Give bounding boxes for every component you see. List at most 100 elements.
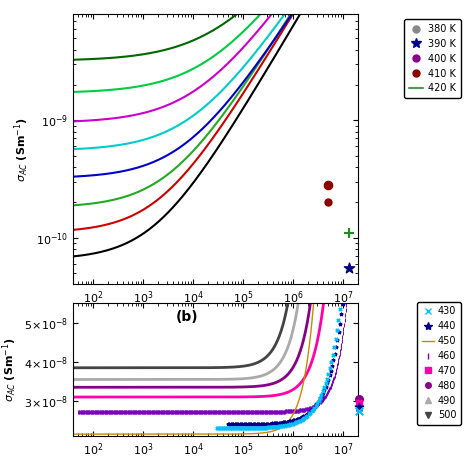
Point: [306, 408, 314, 416]
Point: [240, 420, 247, 428]
Point: [275, 419, 283, 427]
Point: [324, 199, 332, 206]
Point: [296, 414, 303, 422]
Point: [249, 420, 256, 428]
Point: [219, 424, 227, 432]
Legend: 380 K, 390 K, 400 K, 410 K, 420 K: 380 K, 390 K, 400 K, 410 K, 420 K: [404, 19, 461, 98]
Point: [323, 375, 331, 383]
Point: [353, 96, 361, 103]
Point: [305, 409, 312, 417]
Point: [227, 420, 235, 428]
Point: [296, 417, 304, 424]
Point: [246, 424, 253, 432]
Point: [268, 419, 276, 427]
Point: [258, 420, 265, 428]
Point: [233, 420, 241, 428]
X-axis label: Frequency (Hz): Frequency (Hz): [162, 311, 269, 324]
Point: [328, 358, 335, 365]
Point: [301, 412, 309, 419]
Point: [325, 370, 332, 377]
Point: [299, 415, 307, 423]
Point: [355, 399, 363, 407]
Point: [343, 229, 351, 237]
Point: [250, 420, 258, 428]
Point: [244, 424, 252, 432]
Point: [252, 420, 259, 428]
Point: [355, 407, 363, 414]
Point: [319, 387, 327, 395]
Point: [289, 417, 297, 424]
Point: [350, 107, 358, 114]
Point: [270, 419, 277, 427]
Point: [288, 417, 296, 425]
Point: [263, 424, 270, 431]
Point: [327, 367, 335, 374]
Point: [340, 264, 348, 272]
Point: [237, 424, 245, 432]
Y-axis label: $\sigma_{AC}$ (Sm$^{-1}$): $\sigma_{AC}$ (Sm$^{-1}$): [12, 117, 31, 182]
Point: [341, 276, 349, 284]
Point: [234, 424, 242, 432]
Point: [355, 395, 363, 403]
Point: [302, 413, 310, 420]
Point: [335, 328, 342, 336]
Point: [320, 386, 328, 394]
Point: [355, 403, 363, 410]
Point: [287, 420, 294, 428]
Point: [268, 423, 276, 431]
Point: [297, 414, 305, 421]
Point: [237, 420, 245, 428]
Point: [310, 404, 318, 411]
Point: [276, 419, 284, 427]
Point: [243, 424, 250, 432]
Point: [322, 380, 329, 387]
Point: [213, 424, 221, 432]
Point: [334, 337, 341, 344]
Point: [319, 389, 327, 397]
Point: [238, 424, 246, 432]
Point: [250, 424, 257, 432]
Point: [279, 419, 286, 426]
Point: [253, 424, 260, 432]
Point: [293, 415, 301, 423]
Point: [284, 418, 292, 425]
Point: [298, 416, 305, 423]
Point: [309, 406, 317, 413]
Point: [267, 419, 275, 427]
Point: [345, 264, 352, 272]
Point: [247, 424, 255, 432]
Point: [267, 423, 274, 431]
Point: [332, 335, 339, 343]
Point: [244, 420, 251, 428]
Point: [346, 213, 354, 221]
Point: [335, 316, 342, 324]
Point: [231, 420, 238, 428]
Point: [293, 418, 301, 426]
Point: [317, 394, 324, 402]
Point: [292, 416, 300, 423]
Point: [230, 424, 237, 432]
Point: [263, 420, 271, 428]
Point: [280, 422, 287, 429]
Point: [287, 417, 294, 425]
Point: [322, 383, 329, 391]
Point: [343, 263, 350, 270]
Point: [349, 137, 356, 144]
Point: [329, 351, 337, 359]
Point: [224, 420, 232, 428]
Point: [336, 305, 344, 312]
Point: [275, 423, 283, 430]
Point: [240, 424, 247, 432]
Point: [291, 419, 298, 427]
Point: [273, 419, 280, 427]
Point: [265, 424, 273, 431]
Point: [261, 420, 268, 428]
Point: [352, 124, 359, 131]
Point: [277, 422, 284, 430]
Point: [302, 411, 310, 419]
Point: [216, 424, 224, 432]
Point: [315, 397, 322, 404]
Point: [271, 423, 279, 431]
Point: [320, 383, 328, 391]
Point: [264, 424, 272, 431]
